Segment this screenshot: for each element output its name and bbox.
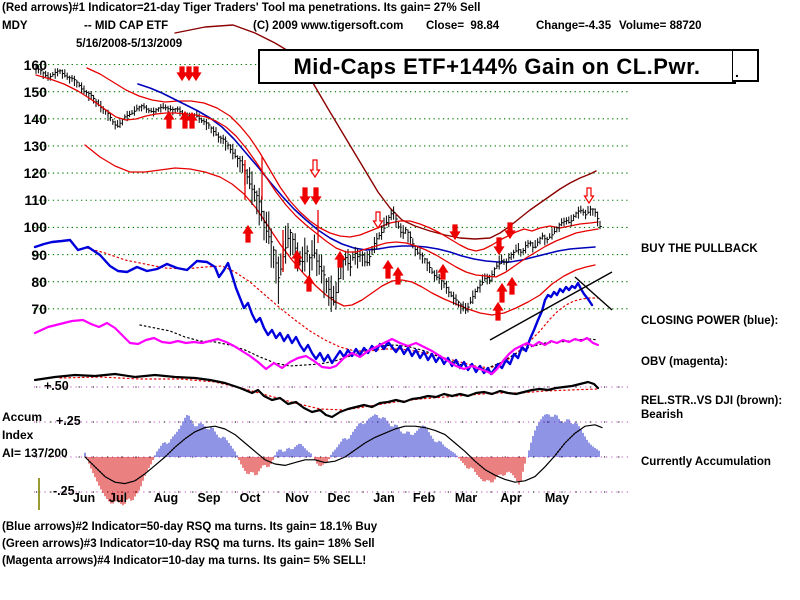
ticker-symbol: MDY xyxy=(2,20,28,32)
price-tick-label: 110 xyxy=(24,192,47,209)
label-closing-power: CLOSING POWER (blue): xyxy=(641,315,779,327)
up-arrow-signal xyxy=(392,266,404,285)
month-label: Dec xyxy=(327,491,351,505)
change-value: Change=-4.35 xyxy=(536,20,612,32)
title-banner-cell: . xyxy=(732,49,759,82)
indicator1-note: (Red arrows)#1 Indicator=21-day Tiger Tr… xyxy=(2,2,481,14)
up-arrow-signal xyxy=(186,111,198,129)
title-banner: Mid-Caps ETF+144% Gain on CL.Pwr. xyxy=(258,49,736,84)
price-tick-label: 80 xyxy=(31,273,47,290)
ticker-name: -- MID CAP ETF xyxy=(84,20,169,32)
down-arrow-signal xyxy=(504,222,516,240)
label-obv: OBV (magenta): xyxy=(641,356,728,368)
price-tick-label: 70 xyxy=(31,300,47,317)
label-accumulation: Currently Accumulation xyxy=(641,456,771,468)
lower-tick-label: +.25 xyxy=(56,414,81,428)
up-arrow-signal xyxy=(242,224,254,243)
month-label: Jan xyxy=(373,491,395,505)
down-arrow-signal xyxy=(372,211,384,230)
down-arrow-signal xyxy=(583,187,595,205)
month-label: Oct xyxy=(239,491,261,505)
month-label: Feb xyxy=(412,491,436,505)
close-value: Close= 98.84 xyxy=(426,20,500,32)
up-arrow-signal xyxy=(492,301,504,321)
month-label: Aug xyxy=(153,491,179,505)
month-label: Apr xyxy=(500,491,522,505)
price-tick-label: 90 xyxy=(31,246,47,263)
month-label: Mar xyxy=(454,491,478,505)
volume-value: Volume= 88720 xyxy=(619,20,702,32)
month-label: Jun xyxy=(72,491,96,505)
lower-tick-label: +.50 xyxy=(44,379,69,393)
price-tick-label: 160 xyxy=(23,56,47,73)
month-label: Jul xyxy=(108,491,128,505)
up-arrow-signal xyxy=(291,249,303,269)
month-label: Sep xyxy=(197,491,221,505)
down-arrow-signal xyxy=(309,159,321,179)
label-buy-pullback: BUY THE PULLBACK xyxy=(641,243,758,255)
down-arrow-signal xyxy=(493,237,505,256)
down-arrow-signal xyxy=(449,224,461,241)
indicator2-note: (Blue arrows)#2 Indicator=50-day RSQ ma … xyxy=(2,521,378,533)
lower-tick-label: -.25 xyxy=(53,484,75,498)
copyright: (C) 2009 www.tigersoft.com xyxy=(253,20,404,32)
label-index: Index xyxy=(2,428,34,442)
date-range: 5/16/2008-5/13/2009 xyxy=(76,38,183,50)
price-tick-label: 130 xyxy=(23,137,47,154)
month-label: Nov xyxy=(285,491,309,505)
label-accum: Accum xyxy=(2,410,43,424)
up-arrow-signal xyxy=(437,263,449,280)
up-arrow-signal xyxy=(163,110,175,129)
up-arrow-signal xyxy=(334,250,346,268)
label-ai-value: AI= 137/200 xyxy=(2,446,68,460)
up-arrow-signal xyxy=(506,276,518,295)
label-rel-str: REL.STR..VS DJI (brown): xyxy=(641,395,783,407)
indicator4-note: (Magenta arrows)#4 Indicator=10-day ma t… xyxy=(2,555,367,567)
price-tick-label: 100 xyxy=(23,219,47,236)
label-rel-str-state: Bearish xyxy=(641,409,684,421)
price-tick-label: 140 xyxy=(23,110,47,127)
up-arrow-signal xyxy=(496,282,508,303)
indicator3-note: (Green arrows)#3 Indicator=10-day RSQ ma… xyxy=(2,538,375,550)
price-tick-label: 150 xyxy=(23,83,47,100)
up-arrow-signal xyxy=(382,259,394,279)
down-arrow-signal xyxy=(190,66,202,82)
up-arrow-signal xyxy=(303,274,315,292)
down-arrow-signal xyxy=(299,187,311,206)
month-label: May xyxy=(544,491,570,505)
down-arrow-signal xyxy=(310,187,322,206)
price-tick-label: 120 xyxy=(23,165,47,182)
